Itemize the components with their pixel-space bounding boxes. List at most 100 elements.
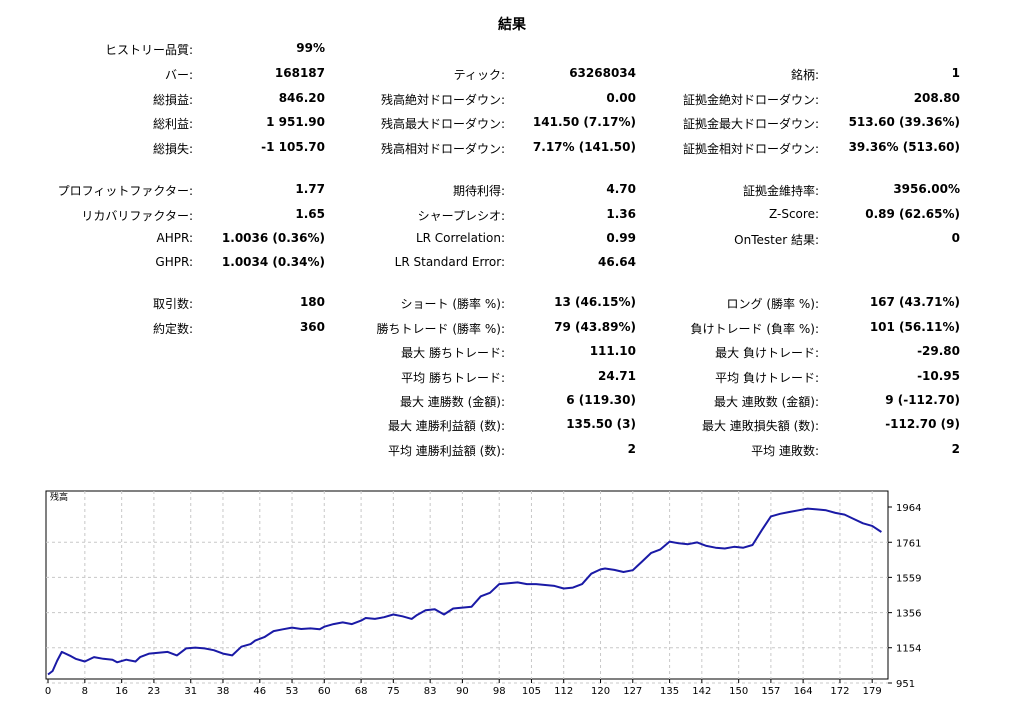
stat-value: 135.50 (3) (566, 417, 636, 431)
stat-value: 9 (-112.70) (885, 393, 960, 407)
stat-value: -10.95 (917, 369, 960, 383)
stat-value: 360 (299, 320, 325, 334)
stat-label: 総利益: (152, 117, 193, 131)
x-tick-label: 75 (387, 686, 400, 697)
stat-label: プロフィットファクター: (57, 184, 193, 198)
stat-label: 勝ちトレード (勝率 %): (376, 322, 505, 336)
chart-title: 残高 (50, 491, 68, 503)
stat-value: 1.36 (606, 207, 636, 221)
x-tick-label: 142 (692, 686, 711, 697)
page-title: 結果 (498, 17, 526, 33)
stat-label: 平均 負けトレード: (715, 371, 819, 385)
stat-value: 7.17% (141.50) (532, 140, 636, 154)
stat-value: 1 951.90 (266, 115, 325, 129)
stat-label: リカバリファクター: (81, 209, 193, 223)
balance-chart: 1964 1761 1559 1356 1154 951 0 8 16 23 31 38 46 53 60 6… (45, 490, 921, 697)
stat-label: 銘柄: (790, 68, 819, 82)
y-tick-label: 1761 (896, 538, 921, 549)
stat-value: 39.36% (513.60) (848, 140, 960, 154)
stat-label: 負けトレード (負率 %): (690, 322, 819, 336)
x-tick-label: 150 (729, 686, 748, 697)
x-tick-label: 60 (318, 686, 331, 697)
stat-value: 2 (627, 442, 636, 456)
stat-label: ロング (勝率 %): (726, 297, 819, 311)
stat-value: 1.65 (295, 207, 325, 221)
stat-label: 期待利得: (452, 184, 505, 198)
stat-value: -29.80 (917, 344, 960, 358)
x-tick-label: 112 (554, 686, 573, 697)
stat-value: -1 105.70 (261, 140, 325, 154)
x-tick-label: 38 (217, 686, 230, 697)
stat-value: 2 (951, 442, 960, 456)
x-tick-label: 31 (184, 686, 197, 697)
stat-label: 残高最大ドローダウン: (380, 117, 505, 131)
plot-frame (45, 490, 889, 680)
stat-label: LR Correlation: (415, 231, 505, 245)
y-tick-label: 1154 (896, 644, 921, 655)
stat-value: 141.50 (7.17%) (532, 115, 636, 129)
stat-label: ティック: (453, 68, 505, 82)
stat-value: 0.89 (62.65%) (865, 207, 960, 221)
stat-label: 最大 負けトレード: (715, 346, 819, 360)
stat-value: 1.0034 (0.34%) (221, 255, 325, 269)
x-tick-label: 16 (115, 686, 128, 697)
stat-value: 1.0036 (0.36%) (221, 231, 325, 245)
stat-value: 24.71 (598, 369, 636, 383)
stat-value: 4.70 (606, 182, 636, 196)
x-tick-label: 0 (45, 686, 51, 697)
x-tick-label: 98 (493, 686, 506, 697)
stat-label: 約定数: (152, 322, 193, 336)
stat-label: 取引数: (152, 297, 193, 311)
y-tick-label: 1356 (896, 609, 921, 620)
stat-value: 111.10 (589, 344, 636, 358)
x-tick-label: 105 (522, 686, 541, 697)
stat-value: 46.64 (598, 255, 636, 269)
x-tick-label: 127 (623, 686, 642, 697)
stats-table: ヒストリー品質: 99% バー: 168187 総損益: 846.20 総利益: 1 951.… (57, 41, 960, 458)
x-tick-label: 120 (591, 686, 610, 697)
stat-value: 846.20 (278, 91, 325, 105)
stat-value: 513.60 (39.36%) (848, 115, 960, 129)
stat-label: 最大 連敗数 (金額): (713, 395, 819, 409)
stat-value: 79 (43.89%) (554, 320, 636, 334)
stat-label: 総損失: (152, 142, 193, 156)
y-tick-label: 1559 (896, 573, 921, 584)
x-tick-label: 46 (253, 686, 266, 697)
stat-value: 1.77 (295, 182, 325, 196)
stat-value: 101 (56.11%) (869, 320, 960, 334)
stat-label: 最大 連勝数 (金額): (399, 395, 505, 409)
stat-label: シャープレシオ: (417, 209, 505, 223)
stat-value: 180 (299, 295, 325, 309)
x-tick-label: 157 (761, 686, 780, 697)
stat-label: 最大 連敗損失額 (数): (701, 419, 819, 433)
y-tick-label: 1964 (896, 503, 921, 514)
stat-value: -112.70 (9) (885, 417, 960, 431)
stat-value: 167 (43.71%) (869, 295, 960, 309)
stat-value: 0.99 (606, 231, 636, 245)
x-tick-label: 23 (148, 686, 161, 697)
y-tick-label: 951 (896, 679, 915, 690)
x-tick-label: 179 (863, 686, 882, 697)
stat-label: AHPR: (156, 231, 193, 245)
stat-value: 3956.00% (893, 182, 960, 196)
x-tick-label: 8 (82, 686, 88, 697)
x-tick-label: 83 (424, 686, 437, 697)
stat-value: 0 (951, 231, 960, 245)
stat-value: 6 (119.30) (566, 393, 636, 407)
stat-label: Z-Score: (769, 207, 819, 221)
x-tick-label: 53 (286, 686, 299, 697)
stat-label: 証拠金維持率: (742, 184, 819, 198)
x-tick-label: 164 (794, 686, 813, 697)
x-tick-label: 135 (660, 686, 679, 697)
stat-label: 最大 連勝利益額 (数): (387, 419, 505, 433)
stat-value: 0.00 (606, 91, 636, 105)
stat-label: 総損益: (152, 93, 193, 107)
stat-value: 168187 (274, 66, 325, 80)
stat-value: 208.80 (913, 91, 960, 105)
stat-label: LR Standard Error: (394, 255, 505, 269)
stat-label: 平均 連勝利益額 (数): (387, 444, 505, 458)
x-tick-label: 90 (456, 686, 469, 697)
stat-value: 1 (951, 66, 960, 80)
stat-label: 証拠金相対ドローダウン: (682, 142, 819, 156)
stat-value: 63268034 (569, 66, 636, 80)
